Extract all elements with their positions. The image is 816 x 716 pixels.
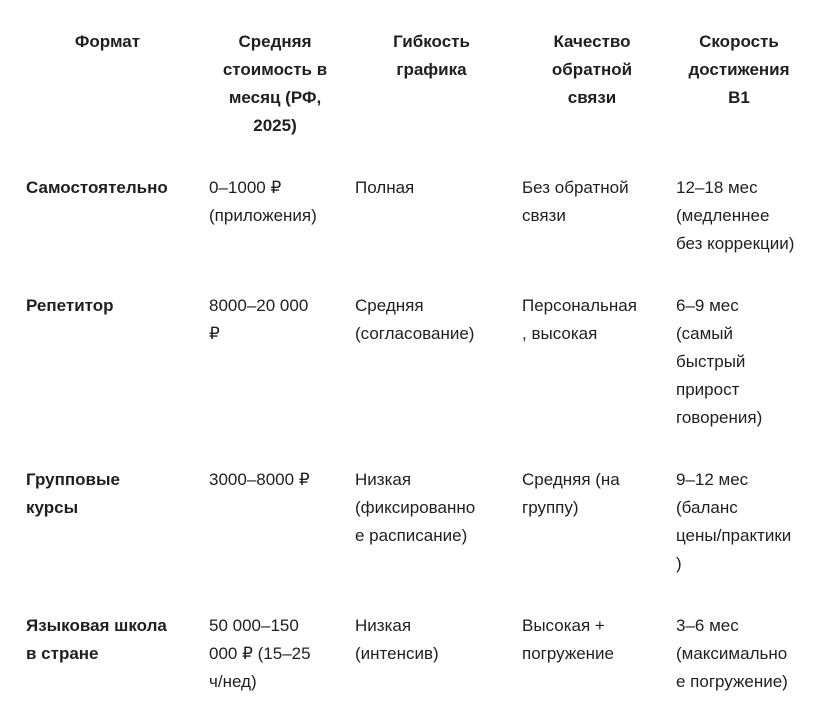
cell-text-line: быстрый — [676, 352, 746, 371]
cell-text-line: Высокая + — [522, 616, 605, 635]
cell-flexibility: Низкая (интенсив) — [355, 598, 522, 716]
cell-text-line: Качество — [553, 32, 631, 51]
cell-text-line: Низкая — [355, 470, 412, 489]
cell-speed: 12–18 мес (медленнее без коррекции) — [676, 160, 816, 278]
cell-cost: 0–1000 ₽ (приложения) — [209, 160, 355, 278]
cell-text-line: Репетитор — [26, 296, 114, 315]
cell-text-line: ₽ — [209, 324, 220, 343]
cell-text-line: ) — [676, 554, 682, 573]
cell-text-line: 9–12 мес — [676, 470, 749, 489]
cell-text-line: (баланс — [676, 498, 738, 517]
cell-text-line: 0–1000 ₽ — [209, 178, 282, 197]
cell-text-line: 2025) — [253, 116, 297, 135]
cell-text-line: графика — [396, 60, 467, 79]
cell-text-line: цены/практики — [676, 526, 792, 545]
cell-feedback: Персональная , высокая — [522, 278, 676, 452]
cell-format: Языковая школа в стране — [26, 598, 209, 716]
cell-feedback: Без обратной связи — [522, 160, 676, 278]
cell-text-line: Низкая — [355, 616, 412, 635]
cell-text-line: Формат — [74, 32, 141, 51]
cell-text-line: (интенсив) — [355, 644, 439, 663]
cell-cost: 50 000–150 000 ₽ (15–25 ч/нед) — [209, 598, 355, 716]
cell-flexibility: Полная — [355, 160, 522, 278]
cell-text-line: 8000–20 000 — [209, 296, 309, 315]
cell-text-line: Скорость — [699, 32, 779, 51]
cell-text-line: обратной — [551, 60, 633, 79]
cell-speed: 3–6 мес (максимально е погружение) — [676, 598, 816, 716]
cell-cost: 3000–8000 ₽ — [209, 452, 355, 598]
cell-text-line: 12–18 мес — [676, 178, 758, 197]
table-row: Самостоятельно 0–1000 ₽ (приложения) Полная… — [0, 160, 816, 278]
table-row: Языковая школа в стране 50 000–150 000 ₽ (1… — [0, 598, 816, 716]
header-cell-format: Формат — [26, 0, 209, 160]
table-row: Репетитор 8000–20 000 ₽ Средняя (согласовани… — [0, 278, 816, 452]
cell-text-line: Языковая школа — [26, 616, 167, 635]
header-cell-flexibility: Гибкость графика — [355, 0, 522, 160]
table-row: Групповые курсы 3000–8000 ₽ Низкая (фиксиров… — [0, 452, 816, 598]
cell-text-line: связи — [567, 88, 617, 107]
cell-text-line: , высокая — [522, 324, 598, 343]
cell-text-line: е расписание) — [355, 526, 468, 545]
cell-text-line: 3–6 мес — [676, 616, 739, 635]
cell-text-line: е погружение) — [676, 672, 788, 691]
cell-text-line: Групповые — [26, 470, 120, 489]
cell-text-line: (самый — [676, 324, 734, 343]
header-cell-cost: Средняя стоимость в месяц (РФ, 2025) — [209, 0, 355, 160]
cell-text-line: погружение — [522, 644, 614, 663]
cell-text-line: (максимально — [676, 644, 788, 663]
cell-flexibility: Средняя (согласование) — [355, 278, 522, 452]
cell-text-line: без коррекции) — [676, 234, 795, 253]
cell-text-line: ч/нед) — [209, 672, 257, 691]
cell-text-line: курсы — [26, 498, 79, 517]
cell-text-line: Средняя — [355, 296, 424, 315]
cell-text-line: Без обратной — [522, 178, 629, 197]
cell-feedback: Средняя (на группу) — [522, 452, 676, 598]
cell-text-line: в стране — [26, 644, 99, 663]
cell-text-line: 000 ₽ (15–25 — [209, 644, 311, 663]
cell-text-line: группу) — [522, 498, 579, 517]
cell-flexibility: Низкая (фиксированно е расписание) — [355, 452, 522, 598]
cell-text-line: месяц (РФ, — [228, 88, 322, 107]
cell-text-line: 50 000–150 — [209, 616, 299, 635]
cell-text-line: Полная — [355, 178, 415, 197]
cell-text-line: B1 — [728, 88, 750, 107]
cell-text-line: Гибкость — [393, 32, 470, 51]
cell-format: Самостоятельно — [26, 160, 209, 278]
cell-cost: 8000–20 000 ₽ — [209, 278, 355, 452]
cell-feedback: Высокая + погружение — [522, 598, 676, 716]
cell-text-line: Средняя (на — [522, 470, 620, 489]
cell-speed: 9–12 мес (баланс цены/практики) — [676, 452, 816, 598]
table-header-row: Формат Средняя стоимость в месяц (РФ, 2025) Г… — [0, 0, 816, 160]
cell-text-line: (согласование) — [355, 324, 475, 343]
cell-text-line: (приложения) — [209, 206, 317, 225]
cell-speed: 6–9 мес (самый быстрый прирост говорения) — [676, 278, 816, 452]
cell-text-line: прирост — [676, 380, 740, 399]
cell-text-line: 3000–8000 ₽ — [209, 470, 310, 489]
header-cell-feedback: Качество обратной связи — [522, 0, 676, 160]
cell-text-line: (фиксированно — [355, 498, 476, 517]
cell-text-line: (медленнее — [676, 206, 770, 225]
cell-text-line: стоимость в — [222, 60, 328, 79]
cell-text-line: Персональная — [522, 296, 637, 315]
cell-text-line: связи — [522, 206, 566, 225]
cell-format: Репетитор — [26, 278, 209, 452]
cell-text-line: достижения — [688, 60, 790, 79]
cell-text-line: говорения) — [676, 408, 763, 427]
cell-text-line: Самостоятельно — [26, 178, 168, 197]
cell-format: Групповые курсы — [26, 452, 209, 598]
cell-text-line: 6–9 мес — [676, 296, 739, 315]
header-cell-speed: Скорость достижения B1 — [676, 0, 816, 160]
cell-text-line: Средняя — [238, 32, 312, 51]
